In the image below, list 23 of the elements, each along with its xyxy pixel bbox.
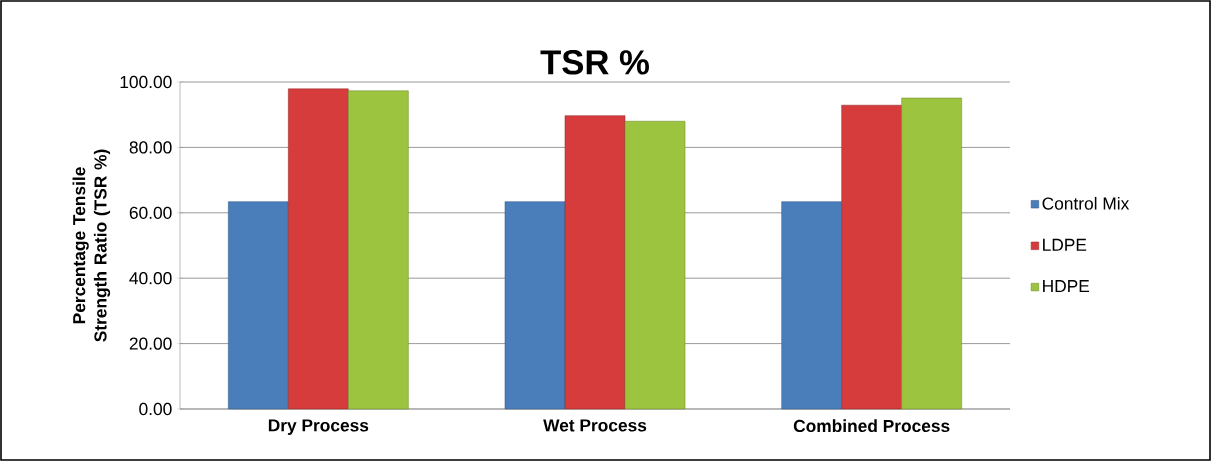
legend-label: LDPE (1043, 238, 1087, 251)
chart-title: TSR % (540, 50, 649, 75)
y-tick-label: 100.00 (120, 75, 172, 89)
bar (781, 201, 842, 410)
bar (504, 201, 566, 410)
x-tick-label: Combined Process (793, 419, 950, 433)
bar (841, 104, 902, 410)
bar (564, 115, 626, 410)
bar (901, 97, 962, 410)
x-tick-label: Dry Process (268, 419, 369, 435)
y-tick-label: 80.00 (129, 141, 172, 154)
legend-label: Control Mix (1042, 196, 1130, 210)
x-tick-label: Wet Process (543, 419, 647, 432)
y-tick-label: 60.00 (129, 206, 172, 219)
bar (288, 88, 349, 410)
legend-label: HDPE (1043, 280, 1090, 293)
bar (624, 120, 686, 410)
y-tick-label: 20.00 (129, 337, 172, 350)
y-tick-label: 0.00 (139, 402, 172, 416)
y-axis-title: Percentage Tensile Strength Ratio (TSR %) (72, 149, 111, 342)
bar (228, 201, 289, 410)
bar (348, 90, 409, 410)
y-tick-label: 40.00 (129, 272, 172, 285)
